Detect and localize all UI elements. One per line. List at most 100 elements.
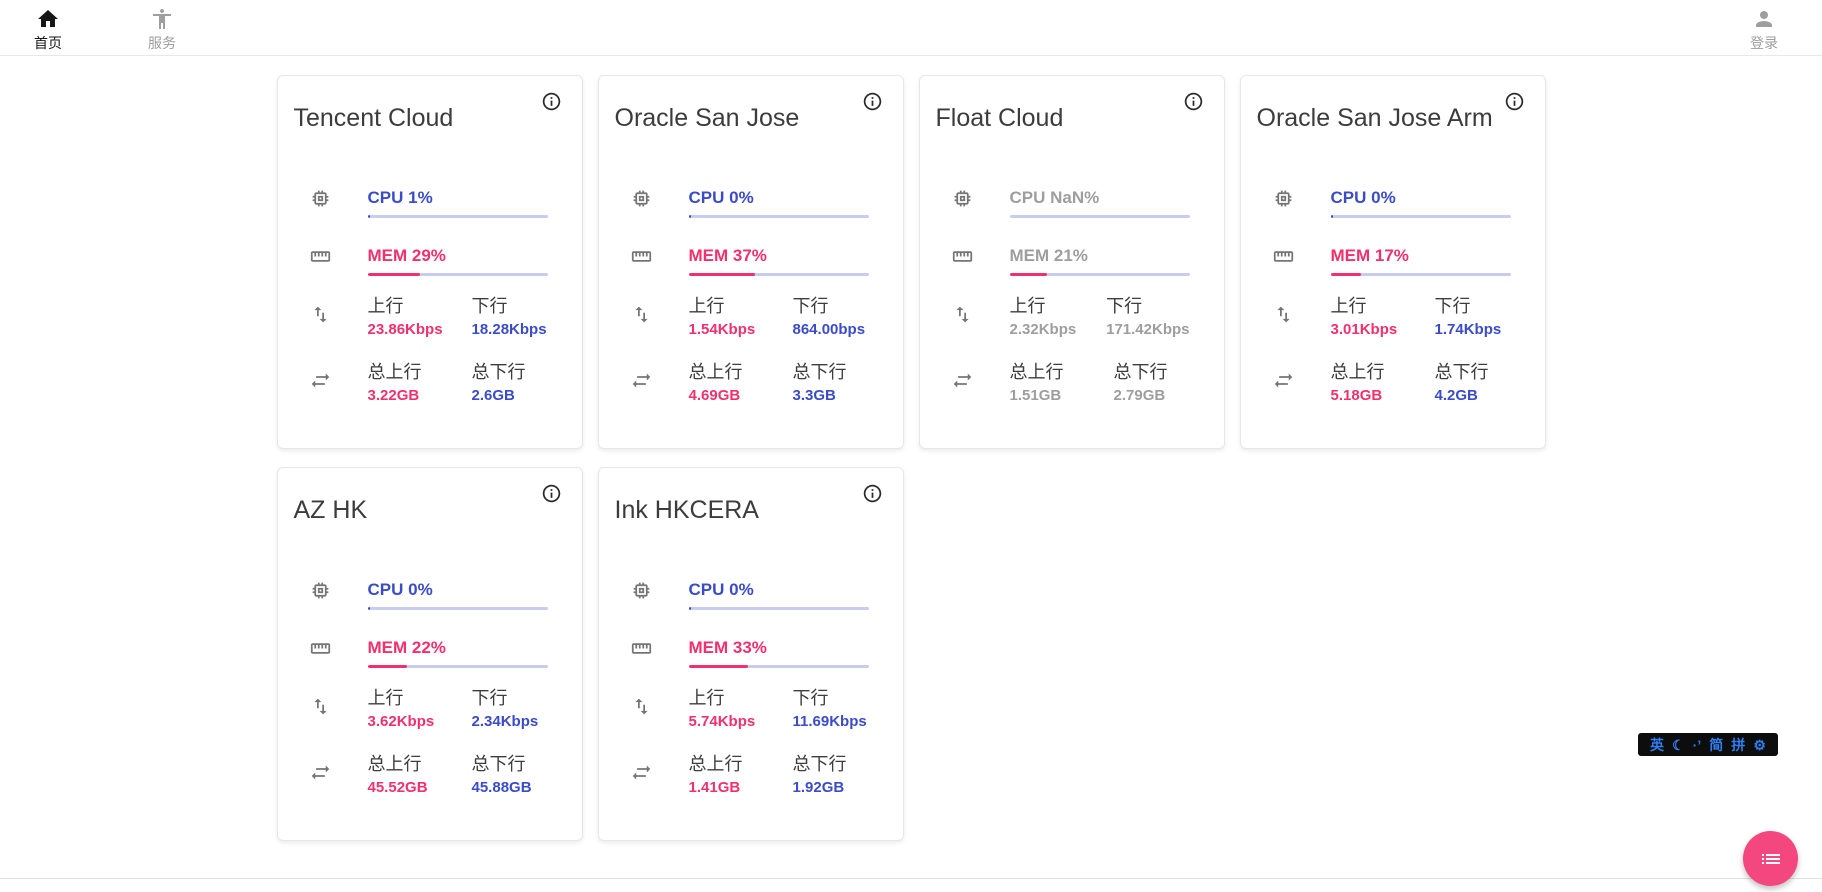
cpu-usage-label: CPU 0% <box>1330 188 1396 207</box>
home-icon <box>36 7 60 31</box>
nav-login-label: 登录 <box>1750 34 1778 51</box>
cpu-usage-label: CPU 0% <box>688 188 754 207</box>
server-list-fab[interactable] <box>1743 831 1798 886</box>
footer-divider <box>0 878 1822 892</box>
info-icon[interactable] <box>1183 91 1205 113</box>
server-card: Oracle San Jose CPU 0% MEM 37% <box>597 75 904 449</box>
total-download-value: 4.2GB <box>1434 387 1478 404</box>
cpu-progress-bar <box>688 215 869 218</box>
total-upload-value: 3.22GB <box>367 387 420 404</box>
swap-horizontal-icon <box>599 762 689 788</box>
info-icon[interactable] <box>541 483 563 505</box>
total-download-label: 总下行 <box>471 362 526 382</box>
total-download-value: 2.79GB <box>1113 387 1166 404</box>
nav-services-label: 服务 <box>148 34 176 51</box>
accessibility-icon <box>150 7 174 31</box>
nav-item-home[interactable]: 首页 <box>34 0 62 55</box>
memory-ruler-icon <box>1241 246 1331 272</box>
cpu-progress-bar <box>367 607 548 610</box>
swap-vertical-icon <box>920 304 1010 330</box>
download-speed-value: 171.42Kbps <box>1106 321 1190 338</box>
mem-progress-bar <box>688 273 869 276</box>
cpu-progress-bar <box>688 607 869 610</box>
upload-label: 上行 <box>688 688 725 708</box>
server-name: Oracle San Jose Arm <box>1256 104 1493 132</box>
upload-speed-value: 23.86Kbps <box>367 321 443 338</box>
cpu-usage-label: CPU 1% <box>367 188 433 207</box>
server-card: AZ HK CPU 0% MEM 22% <box>276 467 583 841</box>
download-speed-value: 11.69Kbps <box>792 713 867 730</box>
total-upload-label: 总上行 <box>1009 362 1064 382</box>
mem-progress-bar <box>367 273 548 276</box>
total-download-label: 总下行 <box>1434 362 1489 382</box>
memory-ruler-icon <box>278 246 368 272</box>
ime-punctuation-mode[interactable]: ·’ <box>1692 736 1702 753</box>
download-speed-value: 1.74Kbps <box>1434 321 1502 338</box>
nav-item-login[interactable]: 登录 <box>1750 0 1778 55</box>
total-download-value: 45.88GB <box>471 779 532 796</box>
cpu-usage-label: CPU 0% <box>367 580 433 599</box>
person-icon <box>1752 7 1776 31</box>
total-upload-label: 总上行 <box>688 754 743 774</box>
upload-speed-value: 3.62Kbps <box>367 713 435 730</box>
upload-label: 上行 <box>688 296 725 316</box>
info-icon[interactable] <box>862 483 884 505</box>
total-upload-label: 总上行 <box>1330 362 1385 382</box>
ime-toolbar: 英 ☾ ·’ 简 拼 ⚙ <box>1638 733 1778 756</box>
total-upload-label: 总上行 <box>688 362 743 382</box>
info-icon[interactable] <box>541 91 563 113</box>
cpu-progress-bar <box>1330 215 1511 218</box>
ime-english-mode[interactable]: 英 <box>1650 736 1665 753</box>
nav-item-services[interactable]: 服务 <box>148 0 176 55</box>
server-card: Tencent Cloud CPU 1% MEM 29% <box>276 75 583 449</box>
cpu-usage-label: CPU 0% <box>688 580 754 599</box>
total-download-value: 3.3GB <box>792 387 836 404</box>
server-cards-grid: Tencent Cloud CPU 1% MEM 29% <box>276 75 1546 841</box>
cpu-chip-icon <box>599 580 689 606</box>
swap-horizontal-icon <box>599 370 689 396</box>
memory-ruler-icon <box>599 246 689 272</box>
upload-speed-value: 2.32Kbps <box>1009 321 1077 338</box>
swap-horizontal-icon <box>278 370 368 396</box>
swap-vertical-icon <box>1241 304 1331 330</box>
ime-simplified-mode[interactable]: 简 <box>1709 736 1724 753</box>
memory-ruler-icon <box>278 638 368 664</box>
total-download-value: 2.6GB <box>471 387 515 404</box>
moon-icon[interactable]: ☾ <box>1672 736 1685 753</box>
total-upload-label: 总上行 <box>367 362 422 382</box>
total-upload-value: 1.51GB <box>1009 387 1062 404</box>
mem-progress-bar <box>367 665 548 668</box>
info-icon[interactable] <box>1504 91 1526 113</box>
gear-icon[interactable]: ⚙ <box>1753 736 1766 753</box>
memory-ruler-icon <box>599 638 689 664</box>
upload-label: 上行 <box>367 688 404 708</box>
list-icon <box>1759 847 1783 871</box>
download-label: 下行 <box>1434 296 1471 316</box>
upload-speed-value: 3.01Kbps <box>1330 321 1398 338</box>
server-card: Ink HKCERA CPU 0% MEM 33% <box>597 467 904 841</box>
total-upload-value: 1.41GB <box>688 779 741 796</box>
upload-speed-value: 5.74Kbps <box>688 713 756 730</box>
ime-pinyin-mode[interactable]: 拼 <box>1731 736 1746 753</box>
total-download-label: 总下行 <box>792 362 847 382</box>
total-upload-label: 总上行 <box>367 754 422 774</box>
top-navbar: 首页 服务 登录 <box>0 0 1822 56</box>
download-label: 下行 <box>792 688 829 708</box>
server-card: Float Cloud CPU NaN% MEM 21% <box>918 75 1225 449</box>
upload-label: 上行 <box>367 296 404 316</box>
info-icon[interactable] <box>862 91 884 113</box>
server-name: Oracle San Jose <box>614 104 800 132</box>
cpu-usage-label: CPU NaN% <box>1009 188 1100 207</box>
cpu-progress-bar <box>1009 215 1190 218</box>
download-label: 下行 <box>1106 296 1143 316</box>
swap-horizontal-icon <box>1241 370 1331 396</box>
download-speed-value: 18.28Kbps <box>471 321 547 338</box>
swap-horizontal-icon <box>920 370 1010 396</box>
total-download-value: 1.92GB <box>792 779 845 796</box>
download-label: 下行 <box>471 296 508 316</box>
mem-progress-bar <box>688 665 869 668</box>
total-upload-value: 5.18GB <box>1330 387 1383 404</box>
cpu-chip-icon <box>599 188 689 214</box>
upload-label: 上行 <box>1009 296 1046 316</box>
mem-usage-label: MEM 33% <box>688 638 767 657</box>
